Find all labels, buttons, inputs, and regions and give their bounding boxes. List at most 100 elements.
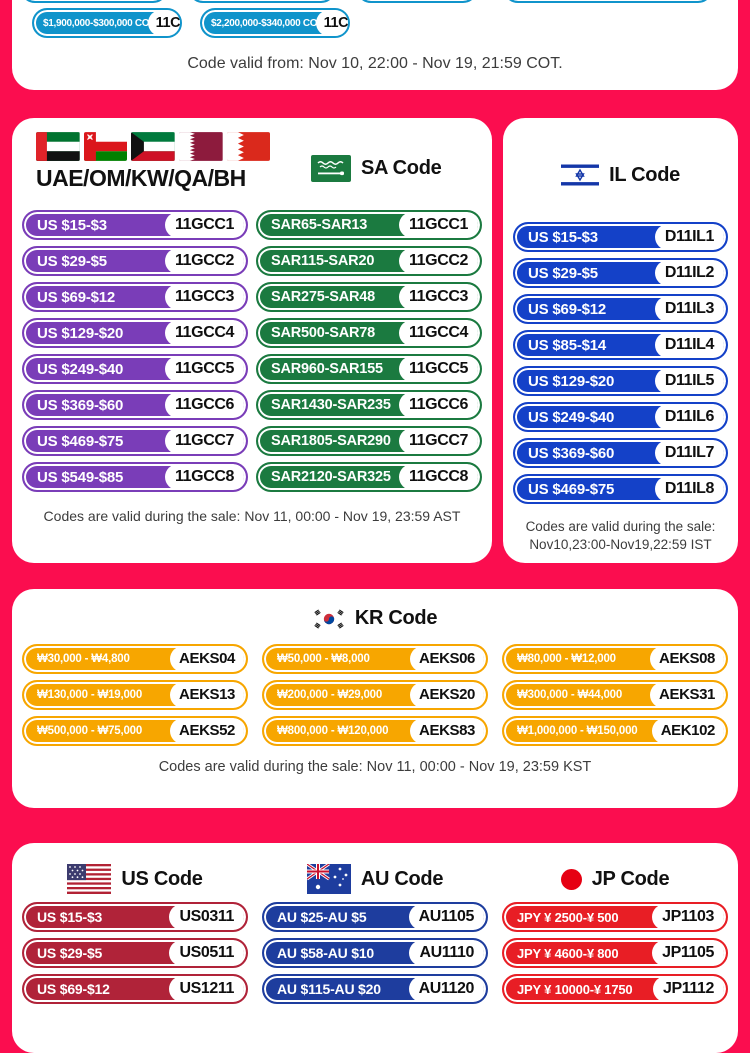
promo-code-pill[interactable]: SAR1805-SAR290 11GCC7: [256, 426, 482, 456]
promo-code-pill[interactable]: ₩800,000 - ₩120,000 AEKS83: [262, 716, 488, 746]
flag-kuwait-icon: [131, 132, 176, 161]
validity-text: Codes are valid during the sale: Nov 11,…: [43, 508, 461, 524]
promo-code-badge: AU1105: [408, 904, 484, 930]
promo-code-pill[interactable]: ₩130,000 - ₩19,000 AEKS13: [22, 680, 248, 710]
promo-code-pill[interactable]: US $15-$3 11GCC1: [22, 210, 248, 240]
promo-code-pill[interactable]: US $15-$3 US0311: [22, 902, 248, 932]
kr-pill-grid: ₩30,000 - ₩4,800 AEKS04 ₩50,000 - ₩8,000…: [22, 644, 728, 746]
discount-label: SAR1805-SAR290: [271, 433, 391, 449]
promo-code-pill[interactable]: AU $115-AU $20 AU1120: [262, 974, 488, 1004]
promo-code-pill[interactable]: US $29-$5 D11IL2: [513, 258, 728, 288]
promo-code-pill[interactable]: ₩1,000,000 - ₩150,000 AEK102: [502, 716, 728, 746]
discount-label: US $469-$75: [37, 432, 124, 450]
kr-code-card: KR Code ₩30,000 - ₩4,800 AEKS04 ₩50,000 …: [12, 589, 738, 808]
promo-code-badge: 11CO75: [147, 10, 180, 36]
sa-section-header: SA Code: [270, 140, 482, 196]
promo-code-pill[interactable]: ₩30,000 - ₩4,800 AEKS04: [22, 644, 248, 674]
promo-code-pill[interactable]: US $549-$85 11GCC8: [22, 462, 248, 492]
promo-code-pill[interactable]: SAR1430-SAR235 11GCC6: [256, 390, 482, 420]
promo-code-pill[interactable]: US $369-$60 11GCC6: [22, 390, 248, 420]
gcc-section-title: UAE/OM/KW/QA/BH: [36, 165, 246, 191]
promo-code-pill[interactable]: ₩300,000 - ₩44,000 AEKS31: [502, 680, 728, 710]
promo-code-pill[interactable]: JPY ¥ 4600-¥ 800 JP1105: [502, 938, 728, 968]
promo-code-badge: 11GCC5: [399, 356, 478, 382]
promo-code-pill[interactable]: SAR500-SAR78 11GCC4: [256, 318, 482, 348]
promo-code-pill[interactable]: $2,200,000-$340,000 COP 11CO85: [200, 8, 350, 38]
promo-code-badge: D11IL3: [654, 296, 724, 322]
promo-code-badge: 11GCC3: [399, 284, 478, 310]
promo-code-badge: AEKS04: [170, 646, 244, 672]
discount-label: AU $58-AU $10: [277, 945, 374, 961]
promo-code-pill[interactable]: AU $58-AU $10 AU1110: [262, 938, 488, 968]
au-section-title: AU Code: [360, 867, 444, 890]
promo-code-badge: US0511: [169, 940, 244, 966]
promo-code-pill[interactable]: US $129-$20 11GCC4: [22, 318, 248, 348]
promo-code-badge: US0311: [169, 904, 244, 930]
promo-code-badge: 11CO85: [315, 10, 348, 36]
promo-code-pill[interactable]: US $69-$12 US1211: [22, 974, 248, 1004]
promo-code-pill[interactable]: US $249-$40 11GCC5: [22, 354, 248, 384]
discount-label: SAR500-SAR78: [271, 325, 375, 341]
discount-label: US $129-$20: [37, 324, 124, 342]
discount-label: SAR65-SAR13: [271, 217, 368, 233]
promo-code-pill[interactable]: US $29-$5 11GCC2: [22, 246, 248, 276]
promo-code-pill[interactable]: SAR115-SAR20 11GCC2: [256, 246, 482, 276]
promo-code-badge: 11GCC4: [165, 320, 244, 346]
promo-code-pill[interactable]: $1,900,000-$300,000 COP 11CO75: [32, 8, 182, 38]
cutoff-pill: [188, 0, 336, 3]
discount-label: SAR275-SAR48: [271, 289, 375, 305]
promo-code-pill[interactable]: SAR960-SAR155 11GCC5: [256, 354, 482, 384]
promo-code-badge: AEKS13: [170, 682, 244, 708]
validity-text: Codes are valid during the sale: Nov 11,…: [158, 759, 592, 775]
promo-code-pill[interactable]: US $249-$40 D11IL6: [513, 402, 728, 432]
discount-label: ₩30,000 - ₩4,800: [37, 653, 130, 665]
us-pill-column: US $15-$3 US0311 US $29-$5 US0511 US $69…: [22, 902, 248, 1004]
promo-code-pill[interactable]: US $129-$20 D11IL5: [513, 366, 728, 396]
discount-label: ₩800,000 - ₩120,000: [277, 725, 389, 737]
promo-code-pill[interactable]: ₩80,000 - ₩12,000 AEKS08: [502, 644, 728, 674]
promo-code-pill[interactable]: US $469-$75 11GCC7: [22, 426, 248, 456]
jp-pill-column: JPY ¥ 2500-¥ 500 JP1103 JPY ¥ 4600-¥ 800…: [502, 902, 728, 1004]
flag-oman-icon: [83, 132, 128, 161]
discount-label: AU $25-AU $5: [277, 909, 367, 925]
promo-code-pill[interactable]: ₩50,000 - ₩8,000 AEKS06: [262, 644, 488, 674]
sa-section-title: SA Code: [360, 156, 442, 179]
promo-code-pill[interactable]: JPY ¥ 2500-¥ 500 JP1103: [502, 902, 728, 932]
flag-bahrain-icon: [226, 132, 271, 161]
promo-code-badge: AEK102: [651, 718, 724, 744]
promo-code-pill[interactable]: US $69-$12 D11IL3: [513, 294, 728, 324]
promo-code-pill[interactable]: US $29-$5 US0511: [22, 938, 248, 968]
promo-code-pill[interactable]: AU $25-AU $5 AU1105: [262, 902, 488, 932]
promo-code-badge: 11GCC6: [399, 392, 478, 418]
promo-code-pill[interactable]: US $469-$75 D11IL8: [513, 474, 728, 504]
flag-usa-icon: [67, 864, 112, 894]
validity-text: Codes are valid during the sale: Nov10,23…: [525, 519, 716, 553]
promo-code-badge: 11GCC8: [165, 464, 244, 490]
discount-label: JPY ¥ 10000-¥ 1750: [517, 981, 633, 997]
promo-code-pill[interactable]: ₩200,000 - ₩29,000 AEKS20: [262, 680, 488, 710]
promo-code-pill[interactable]: US $369-$60 D11IL7: [513, 438, 728, 468]
promo-code-pill[interactable]: ₩500,000 - ₩75,000 AEKS52: [22, 716, 248, 746]
promo-code-badge: AEKS31: [650, 682, 724, 708]
discount-label: ₩1,000,000 - ₩150,000: [517, 725, 638, 737]
promo-code-pill[interactable]: SAR275-SAR48 11GCC3: [256, 282, 482, 312]
promo-code-pill[interactable]: SAR2120-SAR325 11GCC8: [256, 462, 482, 492]
cop-pill-row: $1,900,000-$300,000 COP 11CO75 $2,200,00…: [32, 8, 350, 38]
promo-code-pill[interactable]: US $15-$3 D11IL1: [513, 222, 728, 252]
promo-code-pill[interactable]: US $69-$12 11GCC3: [22, 282, 248, 312]
gcc-sa-card: UAE/OM/KW/QA/BH SA Code US $15-$3 11GCC1…: [12, 118, 492, 563]
promo-code-badge: D11IL2: [654, 260, 724, 286]
flag-japan-icon: [560, 868, 582, 890]
promo-code-pill[interactable]: US $85-$14 D11IL4: [513, 330, 728, 360]
promo-code-pill[interactable]: SAR65-SAR13 11GCC1: [256, 210, 482, 240]
promo-code-badge: AU1120: [408, 976, 484, 1002]
discount-label: US $15-$3: [528, 228, 598, 246]
promo-code-badge: D11IL7: [654, 440, 724, 466]
flag-israel-icon: [561, 162, 600, 188]
promo-code-badge: 11GCC2: [165, 248, 244, 274]
validity-text: Code valid from: Nov 10, 22:00 - Nov 19,…: [187, 55, 563, 72]
promo-code-badge: D11IL8: [654, 476, 724, 502]
cutoff-pill: [503, 0, 713, 3]
flag-saudi-arabia-icon: [310, 154, 351, 182]
discount-label: ₩300,000 - ₩44,000: [517, 689, 623, 701]
